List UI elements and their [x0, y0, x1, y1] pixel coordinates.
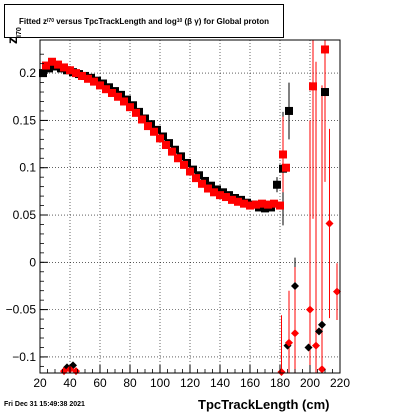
square-marker: [132, 108, 140, 117]
square-marker: [258, 199, 266, 208]
square-marker: [282, 163, 290, 172]
square-marker: [144, 122, 152, 131]
diamond-marker: [277, 368, 286, 377]
square-marker: [216, 191, 224, 200]
square-marker: [168, 147, 176, 156]
y-tick-label: 0.1: [19, 161, 36, 175]
square-marker: [186, 167, 194, 176]
square-marker: [321, 88, 329, 97]
axis-ticks: 20 40 60 80 100 120 140 160 180 200 220 −0.1 −0.05 0 0…: [6, 53, 350, 390]
square-marker: [78, 71, 86, 80]
x-tick-label: 20: [33, 376, 47, 390]
y-tick-label: 0.2: [19, 66, 36, 80]
square-marker: [285, 106, 293, 115]
diamond-marker: [285, 338, 293, 347]
square-marker: [228, 195, 236, 204]
x-axis-label: TpcTrackLength (cm): [198, 397, 330, 412]
square-marker: [102, 85, 110, 94]
square-marker: [138, 115, 146, 124]
diamond-marker: [312, 341, 320, 350]
square-marker: [270, 199, 278, 208]
title-bg: (β γ): [184, 16, 202, 26]
square-marker: [276, 201, 284, 210]
square-marker: [192, 174, 200, 183]
square-marker: [66, 66, 74, 75]
y-tick-label: 0.15: [13, 113, 37, 127]
x-tick-label: 180: [270, 376, 290, 390]
x-tick-label: 160: [240, 376, 260, 390]
y-tick-label: −0.1: [12, 350, 36, 364]
title-mid: versus TpcTrackLength and log: [56, 16, 177, 26]
square-marker: [246, 201, 254, 210]
x-tick-label: 220: [330, 376, 350, 390]
square-marker: [174, 154, 182, 163]
square-marker: [72, 69, 80, 78]
square-marker: [162, 141, 170, 150]
square-marker: [156, 134, 164, 143]
square-marker: [90, 77, 98, 86]
y-axis-label-sub: I70: [15, 27, 23, 37]
square-marker: [60, 63, 68, 72]
diamond-marker: [315, 327, 323, 336]
square-marker: [273, 180, 281, 189]
square-marker: [120, 97, 128, 106]
square-marker: [222, 193, 230, 202]
x-tick-label: 200: [300, 376, 320, 390]
diamond-marker: [291, 329, 299, 338]
chart-title: Fitted z I70 versus TpcTrackLength and lo…: [4, 4, 284, 38]
square-marker: [252, 200, 260, 209]
x-tick-label: 100: [150, 376, 170, 390]
square-marker: [321, 45, 329, 54]
square-marker: [210, 188, 218, 197]
y-tick-label: 0: [29, 255, 36, 269]
title-fitted: Fitted: [19, 16, 41, 26]
square-marker: [264, 200, 272, 209]
x-tick-label: 120: [180, 376, 200, 390]
diamond-marker: [318, 365, 326, 374]
diamond-marker: [325, 219, 334, 228]
x-tick-label: 140: [210, 376, 230, 390]
data-markers: [39, 45, 341, 377]
y-tick-label: −0.05: [6, 303, 37, 317]
square-marker: [96, 81, 104, 90]
diamond-marker: [304, 343, 313, 352]
square-marker: [114, 92, 122, 101]
title-log-sub: 10: [176, 18, 183, 24]
square-marker: [198, 179, 206, 188]
y-axis-label-main: z: [4, 37, 20, 44]
square-marker: [84, 74, 92, 83]
title-z-sub: I70: [47, 18, 54, 24]
square-marker: [126, 103, 134, 112]
square-marker: [48, 57, 56, 66]
diamond-marker: [318, 320, 326, 329]
x-tick-label: 60: [93, 376, 107, 390]
title-tail: for Global proton: [203, 16, 269, 26]
timestamp-footer: Fri Dec 31 15:49:38 2021: [4, 401, 85, 408]
square-marker: [309, 82, 317, 91]
title-z: z: [43, 16, 48, 26]
y-tick-label: 0.05: [13, 208, 37, 222]
square-marker: [204, 184, 212, 193]
square-marker: [240, 199, 248, 208]
x-tick-label: 40: [63, 376, 77, 390]
square-marker: [180, 160, 188, 169]
diamond-marker: [291, 281, 299, 290]
diamond-marker: [306, 305, 314, 314]
y-axis-label: zI70: [4, 27, 23, 44]
square-marker: [279, 150, 287, 159]
square-marker: [54, 60, 62, 69]
x-tick-label: 80: [123, 376, 137, 390]
square-marker: [150, 127, 158, 136]
diamond-marker: [333, 287, 341, 296]
square-marker: [234, 197, 242, 206]
square-marker: [42, 61, 50, 70]
square-marker: [108, 88, 116, 97]
